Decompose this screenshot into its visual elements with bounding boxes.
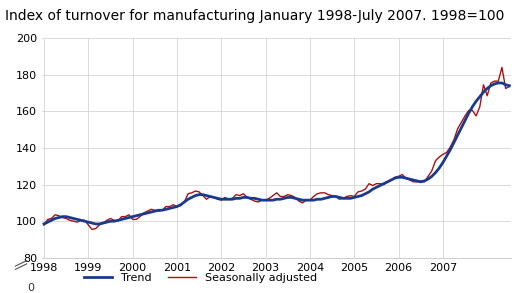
Trend [473, 100, 479, 103]
Seasonally adjusted [321, 191, 328, 195]
Seasonally adjusted [499, 66, 505, 69]
Seasonally adjusted [340, 197, 346, 200]
Trend [63, 215, 70, 218]
Seasonally adjusted [506, 85, 512, 88]
Trend [310, 198, 317, 202]
Trend [318, 197, 324, 201]
Trend [41, 222, 47, 226]
Legend: Trend, Seasonally adjusted: Trend, Seasonally adjusted [80, 269, 321, 287]
Text: 0: 0 [27, 283, 34, 293]
Trend [336, 196, 343, 199]
Seasonally adjusted [314, 192, 320, 195]
Seasonally adjusted [89, 228, 95, 231]
Seasonally adjusted [41, 223, 47, 227]
Seasonally adjusted [436, 155, 442, 159]
Line: Seasonally adjusted: Seasonally adjusted [44, 67, 509, 229]
Trend [495, 81, 501, 85]
Line: Trend: Trend [44, 83, 509, 224]
Text: Index of turnover for manufacturing January 1998-July 2007. 1998=100: Index of turnover for manufacturing Janu… [5, 9, 505, 23]
Trend [506, 84, 512, 88]
Seasonally adjusted [63, 217, 70, 220]
Trend [432, 171, 438, 174]
Seasonally adjusted [476, 105, 483, 108]
